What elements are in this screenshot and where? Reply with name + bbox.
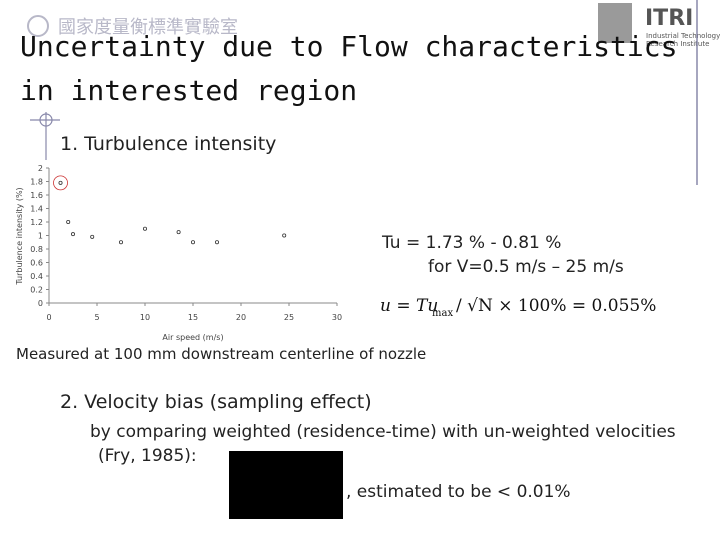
- tu-text: Tu = 1.73 % - 0.81 %: [381, 233, 561, 253]
- x-tick-label: 10: [140, 313, 150, 322]
- title: in interested region: [20, 74, 357, 107]
- item-text: (Fry, 1985):: [98, 446, 197, 466]
- itri-sub: Research Institute: [646, 40, 709, 48]
- y-tick-label: 1: [38, 232, 43, 241]
- chart: Turbulence intensity (%) Air speed (m/s)…: [15, 164, 342, 342]
- y-tick-label: 0.4: [30, 272, 43, 281]
- point: [190, 240, 195, 245]
- y-tick-label: 1.6: [30, 191, 43, 200]
- formula-rhs: / √N × 100% = 0.055%: [456, 296, 656, 316]
- point: [119, 240, 124, 245]
- x-axis-label: Air speed (m/s): [162, 333, 223, 342]
- point: [58, 180, 63, 185]
- point: [71, 232, 76, 237]
- caption: Measured at 100 mm downstream centerline…: [16, 345, 426, 363]
- point: [90, 234, 95, 239]
- itri-sub: Industrial Technology: [646, 32, 720, 40]
- point: [282, 233, 287, 238]
- point: [176, 230, 181, 235]
- y-tick-label: 1.2: [30, 218, 43, 227]
- point: [142, 226, 147, 231]
- point: [66, 219, 71, 224]
- x-tick-label: 25: [284, 313, 294, 322]
- y-axis-label: Turbulence intensity (%): [15, 187, 24, 285]
- tu-range: for V=0.5 m/s – 25 m/s: [428, 257, 624, 277]
- x-tick-label: 0: [46, 313, 51, 322]
- y-tick-label: 1.8: [30, 178, 43, 187]
- y-tick-label: 1.4: [30, 205, 43, 214]
- y-tick-label: 0.8: [30, 245, 43, 254]
- item: 2. Velocity bias (sampling effect): [60, 391, 372, 413]
- y-tick-label: 0: [38, 299, 43, 308]
- equation-image: [229, 451, 343, 519]
- item-text: , estimated to be < 0.01%: [346, 482, 571, 502]
- lab-name: 國家度量衡標準實驗室: [58, 17, 238, 38]
- formula-sub: max: [432, 308, 453, 319]
- y-tick-label: 2: [38, 164, 43, 173]
- x-tick-label: 20: [236, 313, 246, 322]
- x-tick-label: 30: [332, 313, 342, 322]
- lab-logo: [27, 15, 49, 37]
- formula-lhs: u = Tu: [380, 296, 438, 316]
- title: Uncertainty due to Flow characteristics: [20, 30, 677, 63]
- item-text: by comparing weighted (residence-time) w…: [90, 422, 676, 442]
- itri-logo: ITRI: [645, 6, 693, 31]
- highlight-ring: [53, 175, 68, 191]
- y-tick-label: 0.2: [30, 286, 43, 295]
- point: [214, 240, 219, 245]
- x-tick-label: 5: [94, 313, 99, 322]
- y-tick-label: 0.6: [30, 259, 43, 268]
- x-tick-label: 15: [188, 313, 198, 322]
- item: 1. Turbulence intensity: [60, 133, 276, 155]
- itri-logo-mark: [598, 3, 632, 43]
